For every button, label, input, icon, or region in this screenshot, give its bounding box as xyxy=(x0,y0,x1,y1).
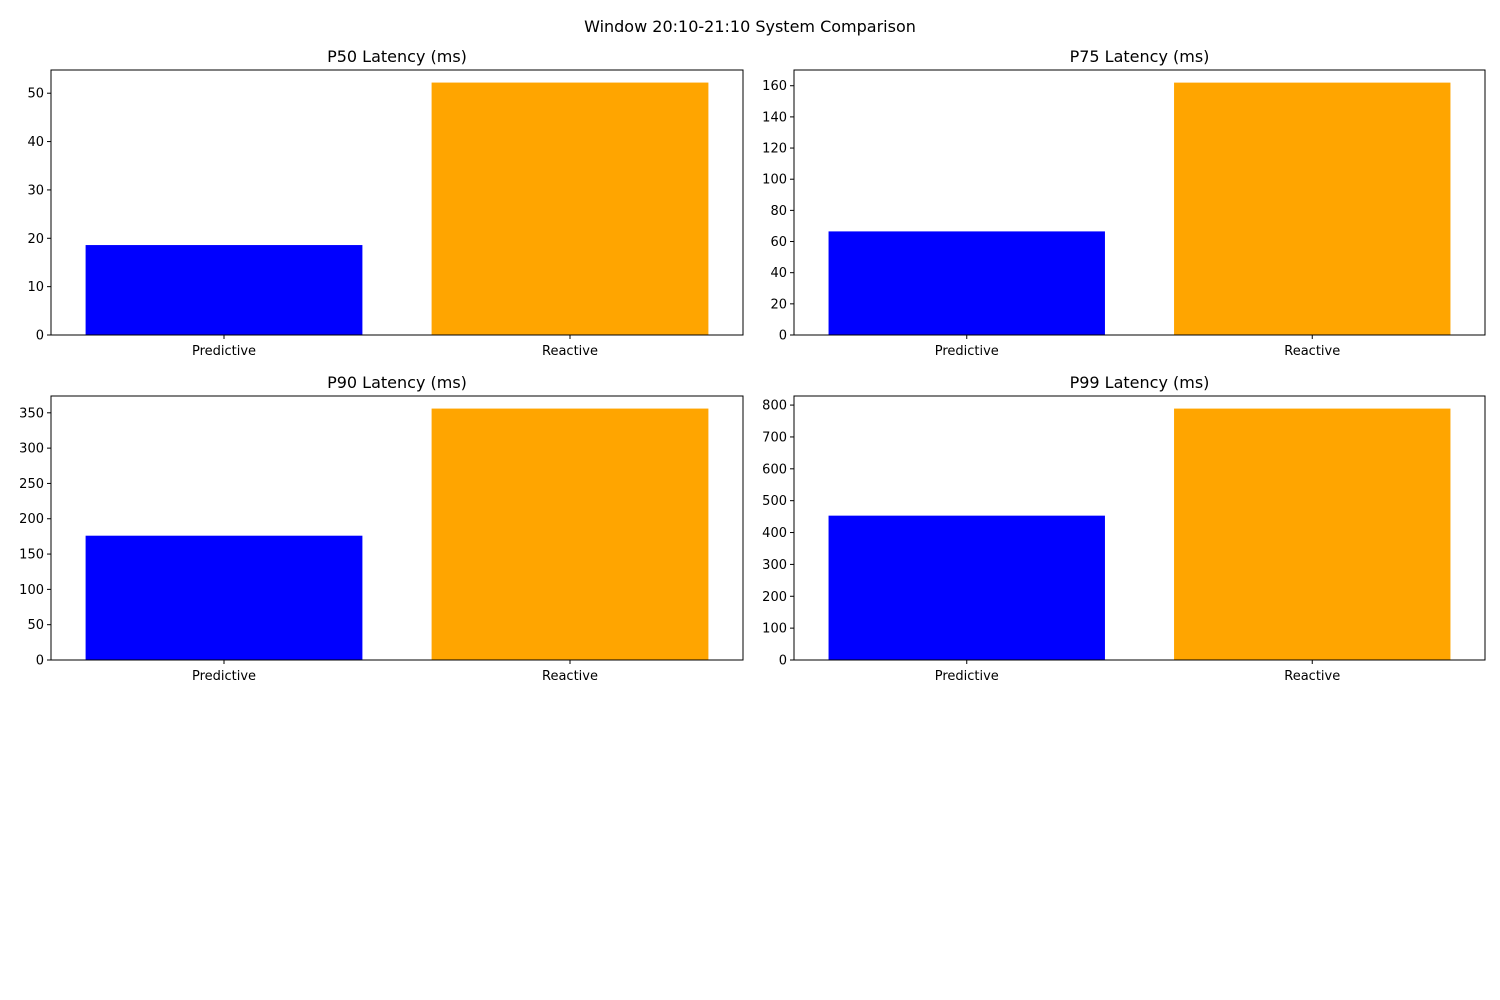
y-tick-label: 300 xyxy=(19,442,44,457)
y-tick-label: 80 xyxy=(770,204,787,219)
y-tick-label: 120 xyxy=(762,142,787,157)
axes-frame xyxy=(50,395,744,661)
y-tick-label: 100 xyxy=(762,622,787,637)
x-tick-label: Reactive xyxy=(542,669,598,684)
subplot-title: P50 Latency (ms) xyxy=(327,47,467,66)
y-tick-label: 500 xyxy=(762,494,787,509)
y-tick-label: 160 xyxy=(762,79,787,94)
axes-frame xyxy=(793,395,1486,661)
subplot-2: P75 Latency (ms) Predictive Reactive 0 20 40 6… xyxy=(762,47,1486,359)
y-tick-label: 140 xyxy=(762,110,787,125)
subplot-4: P99 Latency (ms) Predictive Reactive 0 100 20… xyxy=(762,373,1486,684)
x-tick-label: Predictive xyxy=(935,344,999,359)
bar-predictive xyxy=(85,535,363,660)
x-tick-label: Reactive xyxy=(1284,669,1340,684)
y-tick-label: 0 xyxy=(779,654,787,669)
subplot-title: P90 Latency (ms) xyxy=(327,373,467,392)
y-tick-label: 0 xyxy=(36,329,44,344)
y-tick-label: 20 xyxy=(770,297,787,312)
y-tick-label: 200 xyxy=(762,590,787,605)
y-tick-label: 40 xyxy=(27,135,44,150)
y-tick-label: 600 xyxy=(762,462,787,477)
x-tick-label: Predictive xyxy=(192,669,256,684)
subplot-title: P75 Latency (ms) xyxy=(1070,47,1210,66)
y-tick-label: 0 xyxy=(779,329,787,344)
y-tick-label: 20 xyxy=(27,232,44,247)
y-tick-label: 30 xyxy=(27,183,44,198)
y-tick-label: 300 xyxy=(762,558,787,573)
y-tick-label: 60 xyxy=(770,235,787,250)
y-tick-label: 50 xyxy=(27,618,44,633)
y-tick-label: 100 xyxy=(19,583,44,598)
y-tick-label: 0 xyxy=(36,654,44,669)
axes-frame xyxy=(793,69,1486,336)
bar-predictive xyxy=(828,515,1105,660)
subplot-3: P90 Latency (ms) Predictive Reactive 0 50 100… xyxy=(19,373,744,684)
y-tick-label: 250 xyxy=(19,477,44,492)
y-tick-label: 50 xyxy=(27,87,44,102)
y-tick-label: 10 xyxy=(27,280,44,295)
bar-predictive xyxy=(85,245,363,335)
y-tick-label: 350 xyxy=(19,406,44,421)
x-tick-label: Predictive xyxy=(935,669,999,684)
bar-reactive xyxy=(431,408,709,660)
subplot-title: P99 Latency (ms) xyxy=(1070,373,1210,392)
x-tick-label: Reactive xyxy=(1284,344,1340,359)
bar-reactive xyxy=(1174,408,1451,660)
bar-reactive xyxy=(431,82,709,335)
y-tick-label: 800 xyxy=(762,399,787,414)
x-tick-label: Reactive xyxy=(542,344,598,359)
y-tick-label: 200 xyxy=(19,512,44,527)
x-tick-label: Predictive xyxy=(192,344,256,359)
subplot-1: P50 Latency (ms) Predictive Reactive 0 10 20 3… xyxy=(27,47,744,359)
y-tick-label: 150 xyxy=(19,548,44,563)
bar-predictive xyxy=(828,231,1105,335)
y-tick-label: 700 xyxy=(762,430,787,445)
y-tick-label: 400 xyxy=(762,526,787,541)
axes-frame xyxy=(50,69,744,336)
y-tick-label: 100 xyxy=(762,173,787,188)
figure-title: Window 20:10-21:10 System Comparison xyxy=(584,17,916,36)
bar-reactive xyxy=(1174,82,1451,335)
y-tick-label: 40 xyxy=(770,266,787,281)
